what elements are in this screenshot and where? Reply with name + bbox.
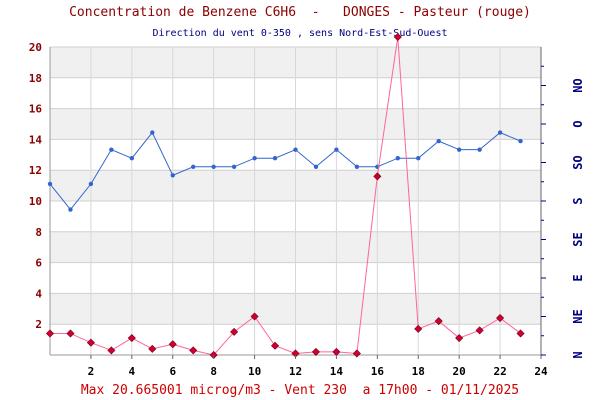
x-tick-label: 2 [88,365,95,378]
wind-tick-label: SO [571,155,585,169]
y-tick-label: 18 [29,72,42,85]
wind-tick-label: NO [571,78,585,92]
wind-point [477,147,482,152]
wind-tick-label: NE [571,309,585,323]
wind-axis-ticks: N NE E SE S SO O NO [541,65,585,359]
wind-point [129,156,135,161]
wind-point [191,164,196,169]
x-tick-label: 14 [330,365,344,378]
wind-tick-label: O [571,120,585,127]
benzene-point [168,340,177,349]
chart-title: Concentration de Benzene C6H6 - DONGES -… [69,5,531,20]
benzene-point [414,324,423,333]
wind-point [416,156,421,161]
wind-point [272,156,278,161]
wind-point [334,147,339,152]
x-tick-label: 18 [412,365,425,378]
x-tick-label: 22 [493,365,506,378]
wind-point [497,130,503,135]
wind-point [518,138,523,144]
wind-direction-series [47,130,523,212]
benzene-point [66,329,75,338]
wind-tick-label: E [571,274,585,281]
y-tick-label: 2 [35,318,42,331]
benzene-point [311,347,320,356]
wind-point [456,147,462,152]
wind-point [252,156,257,161]
y-tick-label: 14 [29,133,43,146]
plot-gridlines [50,46,541,355]
wind-point [68,207,73,212]
chart-footer: Max 20.665001 microg/m3 - Vent 230 a 17h… [80,383,520,398]
wind-point [436,138,441,144]
x-tick-label: 10 [248,365,261,378]
y-tick-label: 20 [29,41,42,54]
x-tick-label: 20 [453,365,466,378]
x-tick-label: 8 [210,365,217,378]
wind-tick-label: N [571,351,585,358]
wind-point [231,164,237,169]
wind-point [170,173,175,178]
wind-point [211,164,216,169]
benzene-point [189,346,198,355]
x-axis-ticks: 2 4 6 8 10 12 14 16 18 20 22 24 [88,355,548,378]
y-tick-label: 4 [35,287,42,300]
y-tick-label: 10 [29,195,42,208]
wind-point [47,181,53,187]
benzene-point [107,346,116,355]
chart-subtitle: Direction du vent 0-350 , sens Nord-Est-… [152,28,448,39]
wind-point [313,164,319,169]
benzene-point [250,312,259,321]
x-tick-label: 4 [129,365,136,378]
benzene-point [271,341,280,350]
x-tick-label: 16 [371,365,385,378]
benzene-point [516,329,525,338]
x-tick-label: 6 [169,365,176,378]
benzene-point [148,344,157,353]
x-tick-label: 24 [534,365,548,378]
benzene-series [45,32,525,360]
y-tick-label: 16 [29,103,43,116]
benzene-point [127,334,136,343]
benzene-point [455,334,464,343]
wind-line [49,131,521,211]
benzene-point [373,172,382,181]
benzene-point [230,327,239,336]
y-tick-label: 8 [35,226,42,239]
benzene-point [352,349,361,358]
benzene-point [332,347,341,356]
wind-point [109,147,114,152]
benzene-point [496,314,505,323]
benzene-point [393,32,402,42]
x-tick-label: 12 [289,365,302,378]
wind-point [293,147,298,152]
benzene-point [475,326,484,335]
wind-point [150,130,155,135]
benzene-point [45,329,55,338]
wind-tick-label: SE [571,232,585,246]
wind-tick-label: S [571,197,585,204]
wind-point [395,156,400,161]
y-tick-label: 6 [35,257,42,270]
wind-point [354,164,360,169]
benzene-point [86,338,95,347]
y-axis-ticks: 2 4 6 8 10 12 14 16 18 20 [29,41,43,331]
benzene-point [434,317,443,326]
wind-point [88,181,94,187]
benzene-line [50,36,521,356]
y-tick-label: 12 [29,164,42,177]
